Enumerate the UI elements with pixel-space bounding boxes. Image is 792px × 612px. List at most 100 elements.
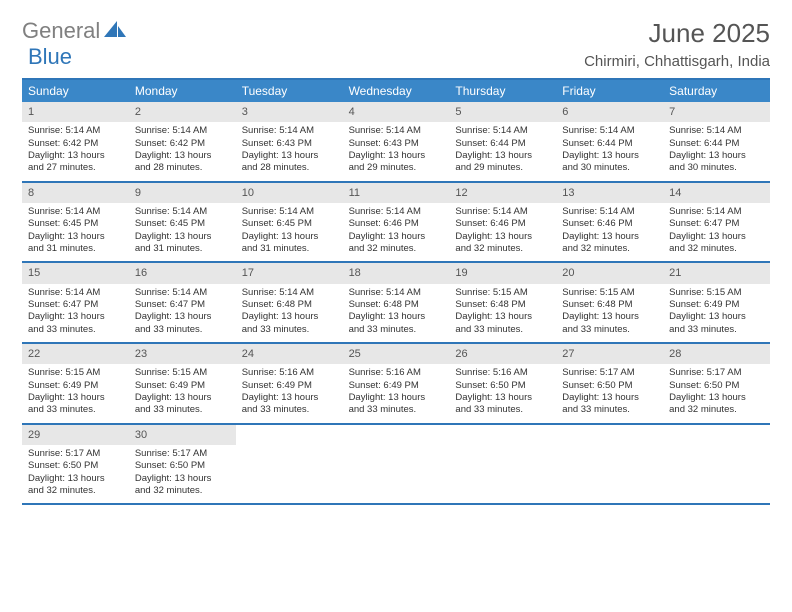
info-line: and 31 minutes. <box>135 243 230 255</box>
day-info: Sunrise: 5:14 AMSunset: 6:45 PMDaylight:… <box>236 206 343 255</box>
day-info: Sunrise: 5:14 AMSunset: 6:42 PMDaylight:… <box>22 125 129 174</box>
dayname: Friday <box>556 80 663 102</box>
day-cell: 19Sunrise: 5:15 AMSunset: 6:48 PMDayligh… <box>449 263 556 342</box>
info-line: Sunrise: 5:14 AM <box>455 206 550 218</box>
day-cell: 22Sunrise: 5:15 AMSunset: 6:49 PMDayligh… <box>22 344 129 423</box>
day-info: Sunrise: 5:14 AMSunset: 6:47 PMDaylight:… <box>129 287 236 336</box>
day-number: 11 <box>343 183 450 203</box>
day-info: Sunrise: 5:16 AMSunset: 6:50 PMDaylight:… <box>449 367 556 416</box>
info-line: Sunrise: 5:15 AM <box>135 367 230 379</box>
day-info: Sunrise: 5:16 AMSunset: 6:49 PMDaylight:… <box>343 367 450 416</box>
day-info: Sunrise: 5:14 AMSunset: 6:47 PMDaylight:… <box>22 287 129 336</box>
day-info: Sunrise: 5:15 AMSunset: 6:49 PMDaylight:… <box>129 367 236 416</box>
day-number: 25 <box>343 344 450 364</box>
day-cell: 18Sunrise: 5:14 AMSunset: 6:48 PMDayligh… <box>343 263 450 342</box>
info-line: and 28 minutes. <box>135 162 230 174</box>
info-line: Daylight: 13 hours <box>28 311 123 323</box>
info-line: Sunrise: 5:15 AM <box>669 287 764 299</box>
day-number: 10 <box>236 183 343 203</box>
info-line: Sunset: 6:45 PM <box>28 218 123 230</box>
info-line: Sunset: 6:42 PM <box>28 138 123 150</box>
info-line: Daylight: 13 hours <box>562 231 657 243</box>
week-row: 8Sunrise: 5:14 AMSunset: 6:45 PMDaylight… <box>22 183 770 264</box>
info-line: Sunset: 6:50 PM <box>669 380 764 392</box>
info-line: Sunset: 6:50 PM <box>28 460 123 472</box>
day-number: 23 <box>129 344 236 364</box>
day-cell: 1Sunrise: 5:14 AMSunset: 6:42 PMDaylight… <box>22 102 129 181</box>
day-number: 6 <box>556 102 663 122</box>
week-row: 15Sunrise: 5:14 AMSunset: 6:47 PMDayligh… <box>22 263 770 344</box>
info-line: Sunset: 6:49 PM <box>669 299 764 311</box>
info-line: Sunset: 6:46 PM <box>455 218 550 230</box>
info-line: and 33 minutes. <box>135 324 230 336</box>
info-line: Daylight: 13 hours <box>28 392 123 404</box>
logo-text-1: General <box>22 18 100 44</box>
empty-cell <box>556 425 663 504</box>
day-number: 13 <box>556 183 663 203</box>
info-line: Daylight: 13 hours <box>135 231 230 243</box>
info-line: Sunset: 6:44 PM <box>562 138 657 150</box>
dayname: Saturday <box>663 80 770 102</box>
info-line: Sunset: 6:47 PM <box>28 299 123 311</box>
info-line: Sunrise: 5:14 AM <box>242 206 337 218</box>
info-line: Sunrise: 5:14 AM <box>28 125 123 137</box>
info-line: Sunset: 6:49 PM <box>135 380 230 392</box>
day-info: Sunrise: 5:14 AMSunset: 6:44 PMDaylight:… <box>556 125 663 174</box>
info-line: Daylight: 13 hours <box>669 392 764 404</box>
info-line: Sunset: 6:48 PM <box>455 299 550 311</box>
info-line: Sunrise: 5:14 AM <box>28 206 123 218</box>
info-line: Sunset: 6:45 PM <box>242 218 337 230</box>
info-line: Daylight: 13 hours <box>242 231 337 243</box>
day-number: 9 <box>129 183 236 203</box>
day-info: Sunrise: 5:15 AMSunset: 6:49 PMDaylight:… <box>22 367 129 416</box>
day-cell: 13Sunrise: 5:14 AMSunset: 6:46 PMDayligh… <box>556 183 663 262</box>
day-info: Sunrise: 5:15 AMSunset: 6:49 PMDaylight:… <box>663 287 770 336</box>
day-number: 12 <box>449 183 556 203</box>
info-line: Sunset: 6:49 PM <box>349 380 444 392</box>
info-line: and 32 minutes. <box>135 485 230 497</box>
info-line: Sunrise: 5:16 AM <box>455 367 550 379</box>
day-cell: 15Sunrise: 5:14 AMSunset: 6:47 PMDayligh… <box>22 263 129 342</box>
info-line: and 33 minutes. <box>242 324 337 336</box>
day-cell: 3Sunrise: 5:14 AMSunset: 6:43 PMDaylight… <box>236 102 343 181</box>
info-line: Daylight: 13 hours <box>242 150 337 162</box>
info-line: and 30 minutes. <box>562 162 657 174</box>
logo-sail-icon <box>104 21 126 39</box>
info-line: Daylight: 13 hours <box>562 311 657 323</box>
info-line: Daylight: 13 hours <box>28 473 123 485</box>
day-cell: 28Sunrise: 5:17 AMSunset: 6:50 PMDayligh… <box>663 344 770 423</box>
info-line: Daylight: 13 hours <box>242 392 337 404</box>
header: General June 2025 Chirmiri, Chhattisgarh… <box>22 18 770 70</box>
info-line: Daylight: 13 hours <box>349 231 444 243</box>
info-line: Sunset: 6:48 PM <box>349 299 444 311</box>
info-line: Sunrise: 5:14 AM <box>669 206 764 218</box>
title-block: June 2025 Chirmiri, Chhattisgarh, India <box>584 18 770 70</box>
dayname: Sunday <box>22 80 129 102</box>
info-line: Sunset: 6:47 PM <box>669 218 764 230</box>
info-line: and 33 minutes. <box>349 324 444 336</box>
info-line: Sunrise: 5:14 AM <box>135 206 230 218</box>
day-info: Sunrise: 5:14 AMSunset: 6:48 PMDaylight:… <box>343 287 450 336</box>
info-line: and 30 minutes. <box>669 162 764 174</box>
calendar-page: General June 2025 Chirmiri, Chhattisgarh… <box>0 0 792 523</box>
info-line: and 33 minutes. <box>28 404 123 416</box>
info-line: and 29 minutes. <box>349 162 444 174</box>
info-line: and 32 minutes. <box>349 243 444 255</box>
info-line: and 33 minutes. <box>562 404 657 416</box>
day-number: 3 <box>236 102 343 122</box>
info-line: and 33 minutes. <box>349 404 444 416</box>
day-cell: 23 Sunrise: 5:15 AMSunset: 6:49 PMDayligh… <box>129 344 236 423</box>
day-number: 29 <box>22 425 129 445</box>
info-line: Sunrise: 5:14 AM <box>669 125 764 137</box>
day-info: Sunrise: 5:14 AMSunset: 6:45 PMDaylight:… <box>22 206 129 255</box>
day-number: 5 <box>449 102 556 122</box>
day-number: 8 <box>22 183 129 203</box>
info-line: Daylight: 13 hours <box>455 231 550 243</box>
day-number: 20 <box>556 263 663 283</box>
dayname: Wednesday <box>343 80 450 102</box>
day-number: 17 <box>236 263 343 283</box>
info-line: Sunrise: 5:17 AM <box>135 448 230 460</box>
info-line: and 33 minutes. <box>669 324 764 336</box>
info-line: and 32 minutes. <box>562 243 657 255</box>
empty-cell <box>236 425 343 504</box>
